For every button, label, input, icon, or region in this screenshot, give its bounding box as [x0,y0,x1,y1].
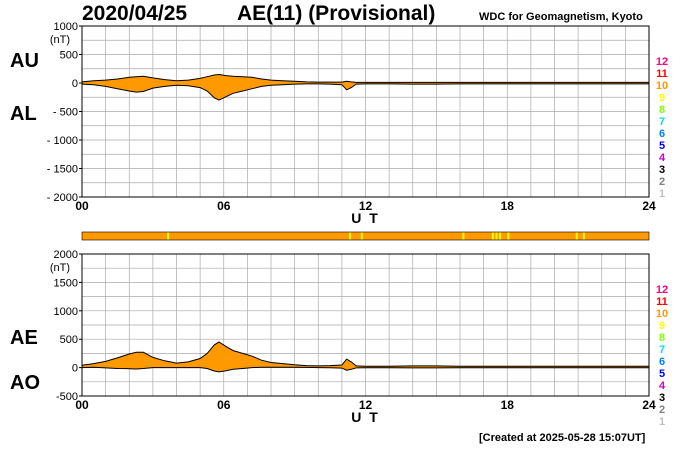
station-count-label: 6 [659,356,665,368]
strip-marker [462,232,465,240]
plot-frame [81,253,650,397]
station-count-label: 10 [656,80,668,92]
station-count-label: 3 [659,392,665,404]
station-count-label: 4 [659,152,666,164]
au-panel-label: AU [10,50,39,72]
station-count-label: 3 [659,164,665,176]
x-axis-label: U T [351,210,380,226]
y-tick-label: 500 [60,334,78,346]
y-tick-label: 1500 [54,277,78,289]
x-axis-label: U T [351,409,380,425]
station-count-label: 7 [659,344,665,356]
y-tick-label: 2000 [54,249,78,261]
al-panel-label: AL [10,103,37,125]
station-count-label: 12 [656,284,668,296]
ao-panel-label: AO [10,372,40,394]
station-count-label: 9 [659,92,665,104]
station-count-label: 5 [659,140,665,152]
strip-marker [167,232,170,240]
x-tick-label: 18 [501,199,515,213]
series-line-ao [81,366,649,373]
x-tick-label: 00 [75,398,89,412]
y-tick-label: - 500 [53,107,78,119]
station-count-label: 6 [659,128,665,140]
strip-marker [507,232,510,240]
station-count-strip [81,231,650,241]
strip-marker [495,232,498,240]
y-tick-label: 0 [72,363,78,375]
series-line-ae [81,341,649,367]
strip-marker [491,232,494,240]
station-count-label: 8 [659,104,665,116]
x-tick-label: 06 [217,398,231,412]
x-tick-label: 12 [359,398,373,412]
station-count-label: 10 [656,308,668,320]
station-count-label: 2 [659,404,665,416]
station-count-label: 7 [659,116,665,128]
ae-panel-label: AE [10,327,38,349]
x-tick-label: 24 [642,199,656,213]
y-unit-label: (nT) [50,262,70,274]
strip-marker [498,232,501,240]
station-count-label: 4 [659,380,666,392]
station-count-label: 2 [659,176,665,188]
station-count-label: 1 [659,416,665,428]
y-tick-label: 0 [72,78,78,90]
x-tick-label: 12 [359,199,373,213]
station-count-label: 12 [656,56,668,68]
area-fill-ae-ao [82,342,649,372]
station-count-label: 9 [659,320,665,332]
station-count-label: 11 [656,68,668,80]
data-source-label: WDC for Geomagnetism, Kyoto [479,11,643,23]
strip-marker [575,232,578,240]
y-tick-label: - 2000 [47,192,78,204]
area-fill-au-al [82,74,649,101]
series-line-al [81,83,649,101]
strip-marker [582,232,585,240]
station-count-label: 11 [656,296,668,308]
x-tick-label: 24 [642,398,656,412]
station-count-label: 5 [659,368,665,380]
y-tick-label: 1000 [54,306,78,318]
y-tick-label: -500 [56,391,78,403]
y-tick-label: - 1000 [47,135,78,147]
strip-marker [360,232,363,240]
y-tick-label: 500 [60,50,78,62]
chart-main-title: AE(11) (Provisional) [237,2,436,25]
station-count-label: 8 [659,332,665,344]
y-tick-label: 1000 [54,21,78,33]
x-tick-label: 18 [501,398,515,412]
y-tick-label: - 1500 [47,164,78,176]
series-line-au [81,73,649,83]
created-timestamp: [Created at 2025-05-28 15:07UT] [479,432,646,444]
station-count-label: 1 [659,188,665,200]
strip-marker [348,232,351,240]
y-unit-label: (nT) [50,34,70,46]
chart-date-title: 2020/04/25 [82,2,188,25]
x-tick-label: 00 [75,199,89,213]
x-tick-label: 06 [217,199,231,213]
